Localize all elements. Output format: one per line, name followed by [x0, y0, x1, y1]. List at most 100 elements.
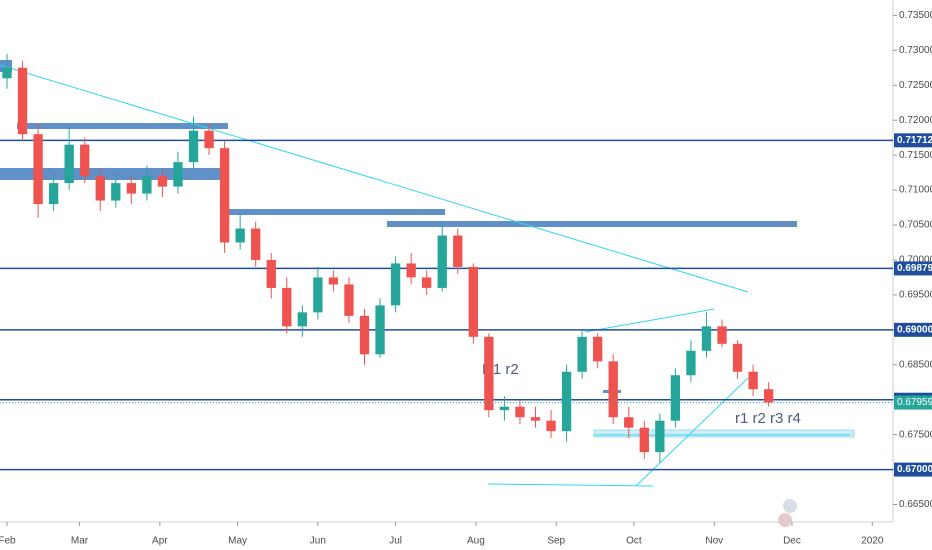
candle-body	[655, 420, 665, 453]
y-tick-label: 0.72500	[899, 80, 932, 91]
candle-body	[717, 326, 727, 344]
candle-body	[468, 266, 478, 337]
candle-body	[266, 259, 276, 288]
logo-badge	[783, 499, 797, 513]
x-tick-label: Nov	[705, 536, 723, 547]
candle-body	[375, 305, 385, 355]
zone	[593, 429, 855, 438]
trend-line	[487, 483, 654, 487]
y-tick-label: 0.66500	[899, 499, 932, 510]
x-tick-label: Jun	[310, 536, 326, 547]
candle-body	[33, 134, 43, 205]
candle-body	[344, 284, 354, 316]
candle-body	[173, 162, 183, 187]
trend-line	[584, 308, 715, 333]
x-tick-label: May	[228, 536, 247, 547]
candle-body	[235, 228, 245, 243]
candle-body	[219, 148, 230, 243]
candle-body	[499, 406, 510, 411]
y-tick-label: 0.73500	[899, 10, 932, 21]
candle-body	[80, 144, 90, 177]
candle-body	[390, 263, 401, 306]
x-tick-label: Sep	[547, 536, 565, 547]
candle-body	[670, 375, 681, 421]
level-label-box	[894, 133, 932, 148]
x-tick-label: Jul	[389, 536, 402, 547]
candle-body	[546, 420, 556, 432]
candle-body	[530, 417, 541, 421]
candle-body	[624, 417, 634, 428]
y-tick-label: 0.73000	[899, 45, 932, 56]
trend-line	[635, 377, 749, 487]
logo-badge	[778, 513, 792, 527]
candle-body	[48, 183, 59, 205]
level-label-box	[894, 322, 932, 337]
trend-lines	[0, 64, 850, 487]
candle-body	[251, 228, 261, 260]
candle-body	[64, 144, 74, 184]
y-tick-label: 0.70000	[899, 255, 932, 266]
candle-body	[748, 371, 758, 390]
level-label: 0.69000	[897, 324, 932, 335]
candle-body	[732, 343, 743, 372]
x-tick-label: Feb	[0, 536, 16, 547]
candle-body	[593, 336, 603, 362]
candle-body	[686, 350, 696, 376]
candle-body	[111, 183, 121, 201]
level-label: 0.67000	[897, 464, 932, 475]
current-price-label: 0.67959	[897, 397, 932, 408]
y-tick-label: 0.70500	[899, 220, 932, 231]
y-tick-label: 0.71000	[899, 185, 932, 196]
annotation: r1 r2 r3 r4	[735, 410, 801, 427]
candle-body	[437, 235, 447, 288]
x-tick-label: 2020	[861, 536, 884, 547]
candle-body	[297, 312, 307, 327]
logo	[778, 499, 797, 527]
candle-body	[577, 336, 587, 372]
candle-body	[453, 235, 463, 267]
candle-body	[484, 336, 494, 411]
candle-body	[157, 176, 168, 187]
level-label-box	[894, 261, 932, 276]
candle-body	[204, 130, 214, 149]
candle-body	[17, 67, 28, 135]
candle-body	[701, 326, 712, 351]
x-tick-label: Oct	[626, 536, 642, 547]
trend-line	[0, 64, 749, 293]
candle-body	[515, 406, 525, 418]
candle-body	[313, 277, 323, 313]
zone	[387, 221, 797, 227]
x-tick-label: Mar	[71, 536, 89, 547]
current-price-box	[894, 395, 932, 410]
candle-body	[282, 287, 292, 327]
candle-body	[328, 277, 339, 285]
zone	[0, 168, 228, 180]
y-tick-label: 0.72000	[899, 115, 932, 126]
x-tick-label: Aug	[467, 536, 485, 547]
candle-body	[639, 427, 649, 453]
candle-body	[95, 176, 105, 201]
candle-body	[422, 277, 432, 288]
zone	[221, 209, 445, 215]
candle-body	[608, 361, 618, 418]
zone	[17, 123, 228, 129]
candle-body	[406, 263, 416, 278]
x-tick-label: Apr	[152, 536, 168, 547]
level-label-box	[894, 462, 932, 477]
candle-body	[2, 67, 12, 79]
drawings	[0, 60, 855, 438]
y-tick-label: 0.68500	[899, 359, 932, 370]
candle-body	[561, 371, 572, 432]
y-tick-label: 0.67500	[899, 429, 932, 440]
candle-body	[763, 389, 774, 403]
candle-body	[188, 130, 199, 163]
y-tick-label: 0.69500	[899, 290, 932, 301]
level-label: 0.71712	[897, 135, 932, 146]
level-label: 0.69879	[897, 263, 932, 274]
candle-body	[359, 315, 370, 355]
y-tick-label: 0.71500	[899, 150, 932, 161]
x-tick-label: Dec	[783, 536, 801, 547]
candle-body	[126, 183, 137, 194]
